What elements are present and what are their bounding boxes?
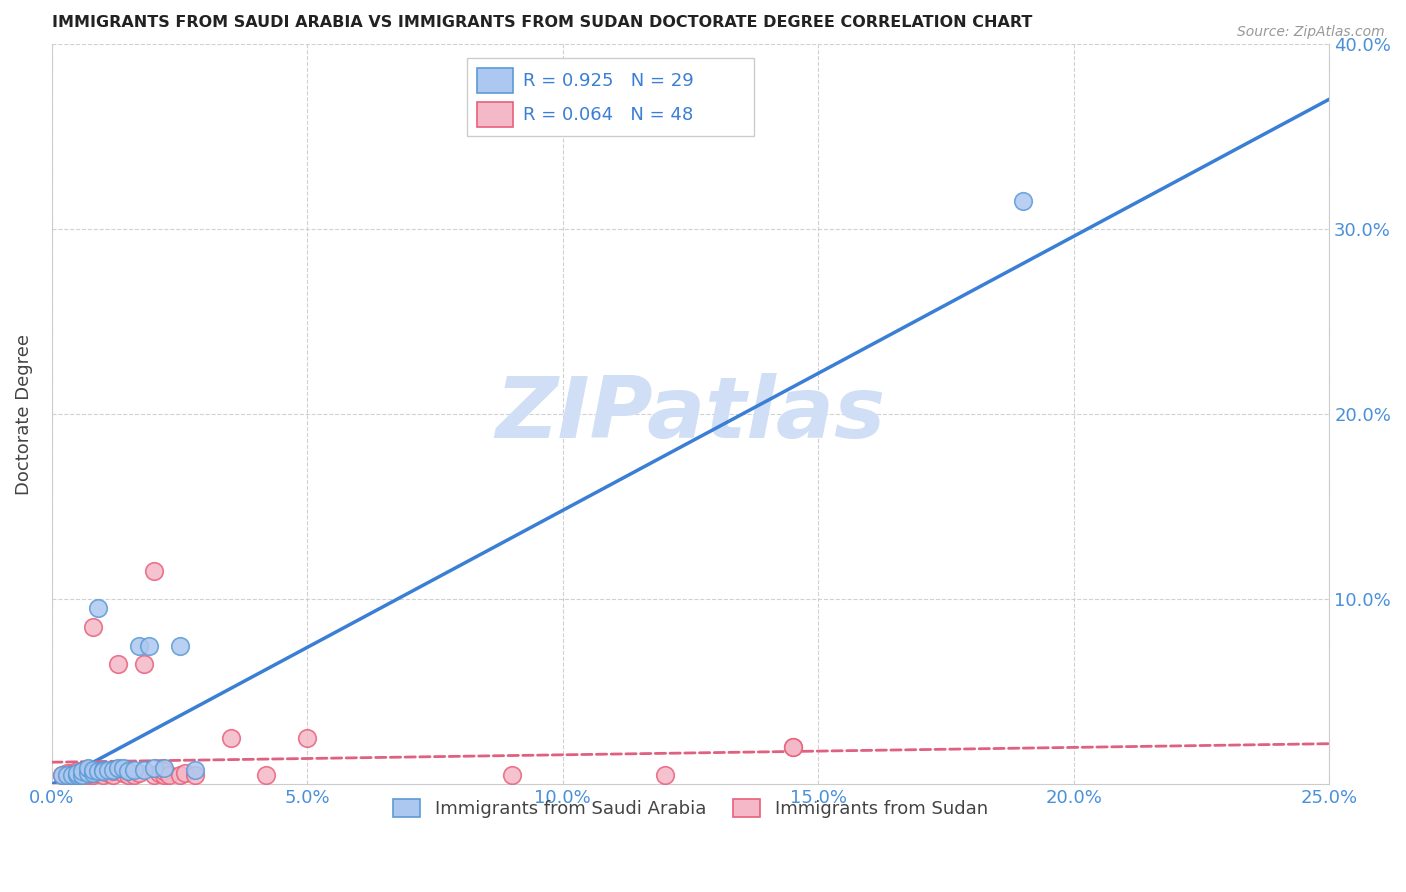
Point — [66, 766, 89, 780]
Point — [219, 731, 242, 746]
Point — [91, 764, 114, 779]
FancyBboxPatch shape — [477, 68, 513, 94]
Point — [56, 768, 79, 782]
Text: Source: ZipAtlas.com: Source: ZipAtlas.com — [1237, 25, 1385, 39]
Point — [76, 766, 98, 780]
Point — [173, 766, 195, 780]
Point — [117, 768, 139, 782]
Point — [297, 731, 319, 746]
Point — [117, 764, 139, 779]
Point — [782, 740, 804, 755]
Point — [72, 764, 94, 779]
Text: ZIPatlas: ZIPatlas — [495, 373, 886, 456]
Point — [142, 761, 165, 775]
Point — [72, 766, 94, 780]
Point — [51, 768, 73, 782]
Point — [91, 763, 114, 777]
Point — [157, 768, 180, 782]
Point — [132, 657, 155, 671]
Point — [76, 761, 98, 775]
Point — [138, 639, 160, 653]
Point — [56, 766, 79, 780]
Point — [60, 768, 83, 782]
Point — [60, 768, 83, 782]
Point — [101, 768, 124, 782]
Point — [184, 768, 207, 782]
FancyBboxPatch shape — [467, 59, 755, 136]
Point — [184, 763, 207, 777]
Point — [107, 657, 129, 671]
Point — [1011, 194, 1033, 208]
Point — [66, 764, 89, 779]
Point — [76, 768, 98, 782]
Point — [87, 766, 110, 780]
Legend: Immigrants from Saudi Arabia, Immigrants from Sudan: Immigrants from Saudi Arabia, Immigrants… — [384, 789, 997, 827]
Point — [142, 768, 165, 782]
Point — [76, 763, 98, 777]
Text: IMMIGRANTS FROM SAUDI ARABIA VS IMMIGRANTS FROM SUDAN DOCTORATE DEGREE CORRELATI: IMMIGRANTS FROM SAUDI ARABIA VS IMMIGRAN… — [52, 15, 1032, 30]
Point — [82, 766, 104, 780]
Point — [122, 768, 145, 782]
Point — [82, 620, 104, 634]
Point — [97, 763, 120, 777]
FancyBboxPatch shape — [477, 103, 513, 128]
Point — [66, 768, 89, 782]
Point — [169, 768, 191, 782]
Point — [87, 764, 110, 779]
Point — [169, 639, 191, 653]
Point — [91, 768, 114, 782]
Text: R = 0.925   N = 29: R = 0.925 N = 29 — [523, 71, 695, 90]
Point — [128, 639, 150, 653]
Point — [501, 768, 523, 782]
Point — [128, 766, 150, 780]
Point — [153, 768, 176, 782]
Point — [60, 766, 83, 780]
Point — [117, 764, 139, 779]
Point — [142, 565, 165, 579]
Point — [97, 766, 120, 780]
Point — [82, 766, 104, 780]
Point — [112, 761, 135, 775]
Point — [91, 763, 114, 777]
Point — [782, 740, 804, 755]
Point — [72, 768, 94, 782]
Point — [87, 601, 110, 615]
Text: R = 0.064   N = 48: R = 0.064 N = 48 — [523, 106, 693, 124]
Point — [132, 763, 155, 777]
Point — [122, 763, 145, 777]
Point — [654, 768, 676, 782]
Point — [148, 766, 170, 780]
Point — [72, 768, 94, 782]
Point — [76, 766, 98, 780]
Point — [56, 768, 79, 782]
Point — [82, 763, 104, 777]
Point — [82, 768, 104, 782]
Point — [66, 766, 89, 780]
Point — [72, 764, 94, 779]
Point — [112, 766, 135, 780]
Point — [153, 764, 176, 779]
Point — [107, 761, 129, 775]
Y-axis label: Doctorate Degree: Doctorate Degree — [15, 334, 32, 494]
Point — [87, 764, 110, 779]
Point — [66, 768, 89, 782]
Point — [91, 764, 114, 779]
Point — [153, 761, 176, 775]
Point — [51, 768, 73, 782]
Point — [254, 768, 277, 782]
Point — [101, 763, 124, 777]
Point — [101, 764, 124, 779]
